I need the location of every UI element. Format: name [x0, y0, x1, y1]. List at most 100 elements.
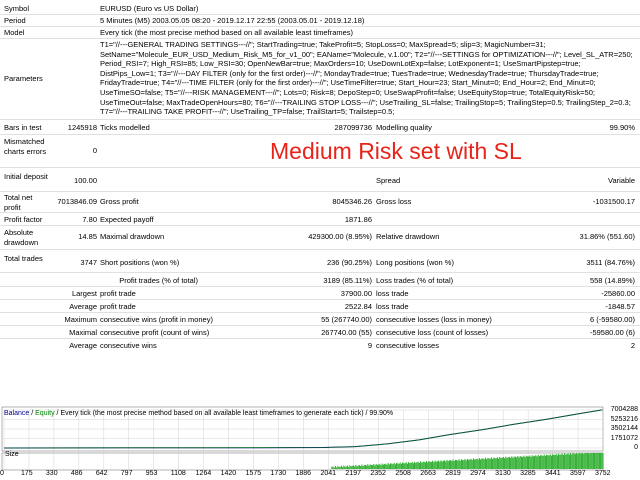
size-bar — [344, 466, 346, 469]
size-bar — [343, 465, 345, 469]
size-bar — [446, 459, 448, 469]
maximal-drawdown-label: Maximal drawdown — [100, 232, 165, 241]
size-bar — [332, 466, 334, 469]
size-bar — [337, 466, 339, 469]
size-bar — [336, 467, 338, 469]
size-bar — [590, 453, 592, 469]
bars-label: Bars in test — [4, 123, 42, 132]
size-bar — [505, 456, 507, 469]
size-bar — [375, 463, 377, 469]
average-loss-label: loss trade — [376, 302, 409, 311]
loss-trades-value: 558 (14.89%) — [589, 276, 635, 285]
max-consec-losses-value: 6 (-59580.00) — [589, 315, 635, 324]
total-trades-value: 3747 — [80, 258, 97, 267]
profit-factor-value: 7.80 — [82, 215, 97, 224]
average-loss-value: -1848.57 — [605, 302, 635, 311]
avg-consec-losses-value: 2 — [630, 341, 635, 350]
loss-trades-label: Loss trades (% of total) — [376, 276, 454, 285]
size-bar — [541, 455, 543, 469]
x-tick-label: 797 — [120, 470, 133, 477]
size-bar — [348, 466, 350, 469]
bars-value: 1245918 — [67, 123, 97, 132]
x-tick-label: 2663 — [420, 470, 436, 477]
size-bar — [592, 453, 594, 469]
quality-label: Modelling quality — [376, 123, 432, 132]
size-bar — [496, 457, 498, 469]
size-bar — [507, 457, 509, 469]
x-tick-label: 330 — [45, 470, 58, 477]
size-bar — [459, 460, 461, 469]
size-bar — [369, 464, 371, 469]
size-bar — [435, 461, 437, 469]
size-bar — [584, 453, 586, 469]
size-bar — [364, 465, 366, 469]
size-bar — [451, 461, 453, 469]
size-bar — [362, 466, 364, 469]
size-bar — [528, 456, 530, 469]
size-bar — [571, 454, 573, 469]
max-consec-losses-label: consecutive losses (loss in money) — [376, 315, 492, 324]
x-tick-label: 642 — [95, 470, 108, 477]
largest-label: Largest — [71, 289, 97, 298]
size-bar — [540, 455, 542, 469]
size-bar — [576, 453, 578, 469]
size-bar — [448, 460, 450, 469]
size-bar — [472, 458, 474, 469]
size-bar — [601, 453, 603, 469]
size-bar — [392, 464, 394, 469]
size-bar — [594, 453, 596, 469]
size-bar — [454, 459, 456, 469]
size-bar — [340, 465, 342, 469]
size-bar — [397, 463, 399, 469]
size-bar — [415, 462, 417, 469]
profit-trades-value: 3189 (85.11%) — [323, 276, 372, 285]
profit-trades-label: Profit trades (% of total) — [119, 276, 198, 285]
size-bar — [523, 455, 525, 469]
size-bar — [558, 453, 560, 469]
size-bar — [570, 453, 572, 469]
x-tick-label: 2041 — [320, 470, 337, 477]
size-bar — [367, 464, 369, 469]
size-bar — [549, 454, 551, 469]
equity-line — [3, 409, 603, 449]
size-bar — [342, 467, 344, 469]
size-bar — [402, 462, 404, 469]
largest-profit-value: 37900.00 — [340, 289, 372, 298]
size-bar — [555, 453, 557, 469]
size-bar — [596, 453, 598, 469]
average-consec-label: Average — [69, 341, 97, 350]
initial-deposit-value: 100.00 — [74, 176, 97, 185]
maximum-label: Maximum — [64, 315, 97, 324]
relative-drawdown-value: 31.86% (551.60) — [579, 232, 635, 241]
parameters-value: T1="//---GENERAL TRADING SETTINGS---//";… — [100, 40, 633, 117]
size-bar — [552, 454, 554, 469]
x-tick-label: 0 — [0, 470, 4, 477]
period-value: 5 Minutes (M5) 2003.05.05 08:20 - 2019.1… — [100, 16, 365, 25]
expected-payoff-value: 1871.86 — [344, 215, 372, 224]
largest-loss-label: loss trade — [376, 289, 409, 298]
size-bar — [568, 454, 570, 469]
size-bar — [386, 464, 388, 469]
size-bar — [579, 453, 581, 469]
size-bar — [518, 457, 520, 469]
size-bar — [458, 459, 460, 469]
size-bar — [370, 464, 372, 469]
size-bar — [468, 459, 470, 469]
size-bar — [573, 453, 575, 469]
size-bar — [489, 458, 491, 469]
size-bar — [466, 458, 468, 469]
symbol-value: EURUSD (Euro vs US Dollar) — [100, 4, 199, 13]
size-bar — [530, 456, 532, 469]
size-bar — [504, 458, 506, 469]
size-bar — [420, 461, 422, 469]
size-bar — [490, 457, 492, 469]
size-bar — [578, 453, 580, 469]
size-bar — [376, 464, 378, 469]
short-positions-label: Short positions (won %) — [100, 258, 180, 267]
size-bar — [510, 457, 512, 469]
size-bar — [524, 457, 526, 469]
x-tick-label: 1420 — [220, 470, 237, 477]
absolute-drawdown-label: Absolute drawdown — [4, 228, 39, 247]
size-bar — [422, 461, 424, 469]
size-bar — [582, 453, 584, 469]
